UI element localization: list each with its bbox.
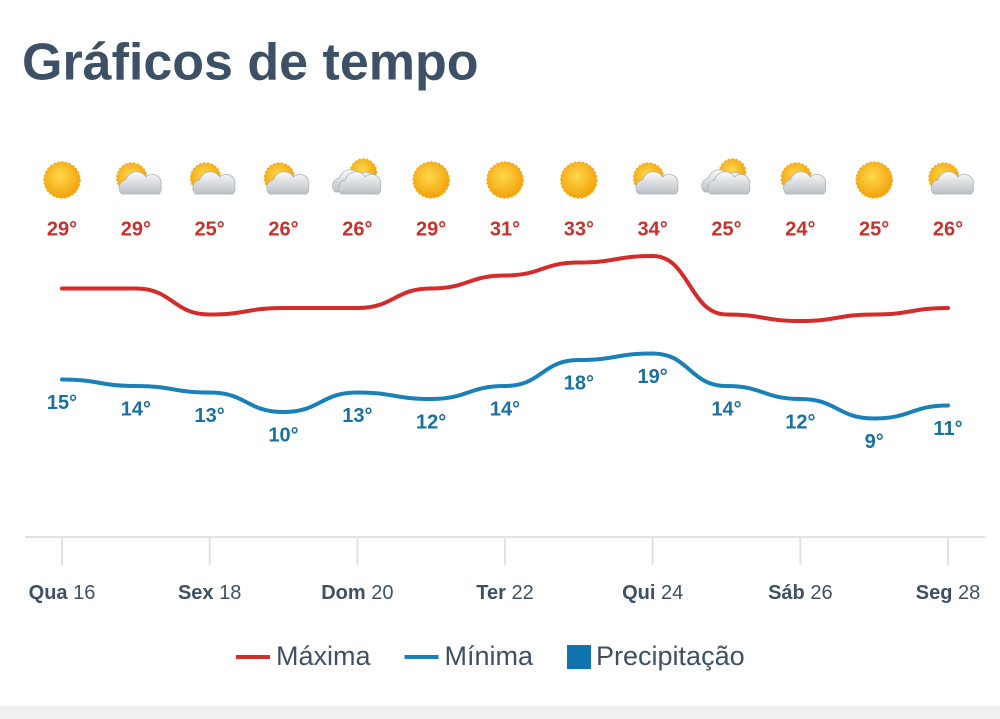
x-tick-label: Sáb 26 [768, 582, 833, 604]
min-label: 11° [933, 418, 962, 440]
cloud [192, 171, 236, 195]
min-label: 12° [416, 411, 446, 433]
cloud [635, 171, 679, 195]
sun [560, 161, 598, 199]
weather-icon [928, 162, 974, 195]
weather-icon [263, 162, 310, 195]
min-label: 18° [564, 372, 594, 394]
min-label: 15° [47, 392, 77, 414]
cloud [783, 171, 827, 195]
weather-icon [189, 162, 236, 195]
max-label: 29° [121, 218, 151, 240]
legend-label: Mínima [445, 641, 534, 671]
max-label: 26° [933, 218, 963, 240]
max-label: 25° [195, 218, 225, 240]
weather-icon [332, 158, 382, 195]
weather-icon [43, 161, 81, 199]
weather-icon [486, 161, 524, 199]
legend-label: Precipitação [596, 641, 745, 671]
legend-label: Máxima [276, 641, 371, 671]
weather-icon [560, 161, 598, 199]
x-tick-label: Dom 20 [321, 582, 393, 604]
min-label: 13° [342, 405, 372, 427]
weather-icon [116, 162, 162, 195]
x-tick-label: Qui 24 [622, 582, 683, 604]
cloud [338, 171, 382, 195]
min-label: 9° [865, 431, 884, 453]
chart-title: Gráficos de tempo [22, 34, 479, 92]
weather-icon [780, 162, 827, 195]
min-label: 19° [638, 366, 668, 388]
x-tick-label: Seg 28 [916, 582, 981, 604]
max-label: 31° [490, 218, 520, 240]
line-series [60, 253, 950, 324]
max-label: 25° [859, 218, 889, 240]
legend-swatch [567, 645, 592, 669]
cloud [930, 171, 974, 195]
sun [486, 161, 524, 199]
min-label: 10° [268, 424, 298, 446]
weather-icon [701, 158, 751, 195]
min-label: 13° [195, 405, 225, 427]
sun [412, 161, 450, 199]
max-label: 26° [268, 218, 298, 240]
max-label: 26° [342, 218, 372, 240]
weather-icon [412, 161, 450, 199]
max-label: 29° [47, 218, 77, 240]
max-label: 33° [564, 218, 594, 240]
max-label: 29° [416, 218, 446, 240]
min-label: 12° [785, 411, 815, 433]
cloud [118, 171, 162, 195]
weather-icon [855, 161, 893, 199]
line-series [60, 351, 950, 421]
cloud [266, 171, 310, 195]
footer-strip [0, 706, 1000, 719]
x-tick-label: Ter 22 [476, 582, 533, 604]
legend: Máxima Mínima Precipitação [236, 641, 745, 671]
min-label: 14° [711, 398, 741, 420]
x-tick-label: Sex 18 [178, 582, 241, 604]
sun [43, 161, 81, 199]
weather-icon [632, 162, 679, 195]
max-label: 25° [711, 218, 741, 240]
x-tick-label: Qua 16 [29, 582, 96, 604]
sun [855, 161, 893, 199]
max-label: 24° [785, 218, 815, 240]
cloud [707, 171, 751, 195]
max-label: 34° [638, 218, 668, 240]
min-label: 14° [121, 398, 151, 420]
min-label: 14° [490, 398, 520, 420]
